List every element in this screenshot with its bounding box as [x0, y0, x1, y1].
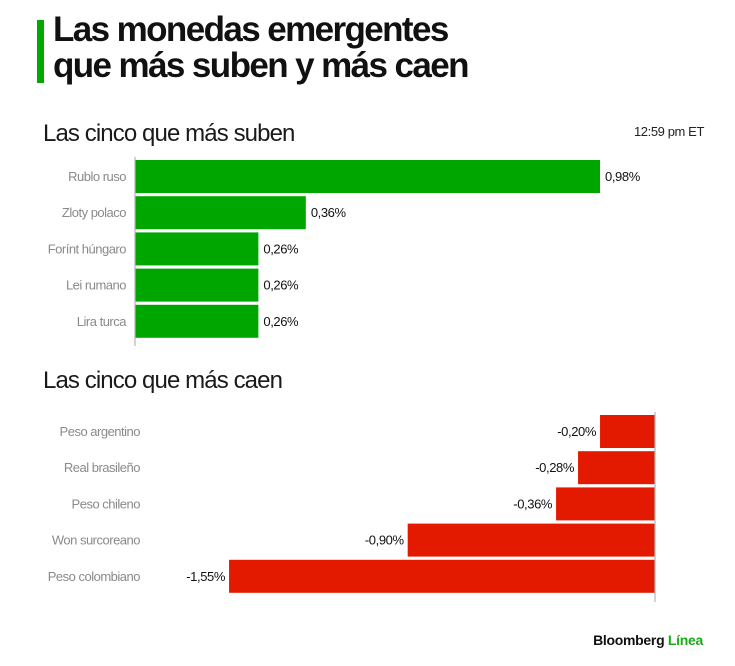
title-line-1: Las monedas emergentes — [53, 10, 449, 49]
title-line-2: que más suben y más caen — [53, 46, 469, 85]
gainers-value-label: 0,26% — [263, 278, 299, 293]
losers-bar — [229, 559, 655, 593]
brand-accent: Línea — [667, 632, 703, 648]
gainers-category-label: Zloty polaco — [62, 205, 126, 220]
gainers-value-label: 0,36% — [311, 205, 347, 220]
brand-name: Bloomberg — [593, 632, 665, 648]
brand-logo: Bloomberg Línea — [593, 632, 703, 648]
losers-category-label: Peso chileno — [72, 496, 141, 511]
gainers-bar — [135, 304, 259, 338]
gainers-category-label: Lei rumano — [66, 278, 126, 293]
timestamp: 12:59 pm ET — [633, 124, 704, 139]
gainers-bar — [135, 160, 601, 193]
losers-bar — [556, 487, 655, 521]
losers-value-label: -0,28% — [535, 460, 575, 475]
losers-category-label: Won surcoreano — [52, 533, 140, 548]
gainers-value-label: 0,26% — [263, 314, 299, 329]
losers-category-label: Peso colombiano — [48, 569, 140, 584]
page-title: Las monedas emergentes que más suben y m… — [53, 10, 469, 85]
losers-bar — [407, 523, 655, 557]
gainers-value-label: 0,26% — [263, 241, 299, 256]
losers-category-label: Peso argentino — [60, 424, 141, 439]
gainers-bar — [135, 232, 259, 266]
losers-value-label: -1,55% — [186, 569, 226, 584]
losers-category-label: Real brasileño — [64, 460, 140, 475]
gainers-category-label: Rublo ruso — [68, 169, 126, 184]
gainers-bar — [135, 268, 259, 302]
losers-bar — [600, 415, 655, 448]
title-accent-bar — [37, 20, 44, 83]
gainers-value-label: 0,98% — [605, 169, 641, 184]
losers-value-label: -0,90% — [365, 533, 405, 548]
losers-value-label: -0,36% — [513, 496, 553, 511]
gainers-chart-title: Las cinco que más suben — [43, 120, 295, 147]
losers-bar — [578, 451, 655, 485]
gainers-bar — [135, 196, 306, 230]
gainers-category-label: Forínt húngaro — [48, 241, 127, 256]
losers-value-label: -0,20% — [557, 424, 597, 439]
gainers-category-label: Lira turca — [77, 314, 127, 329]
losers-chart-title: Las cinco que más caen — [43, 367, 283, 394]
